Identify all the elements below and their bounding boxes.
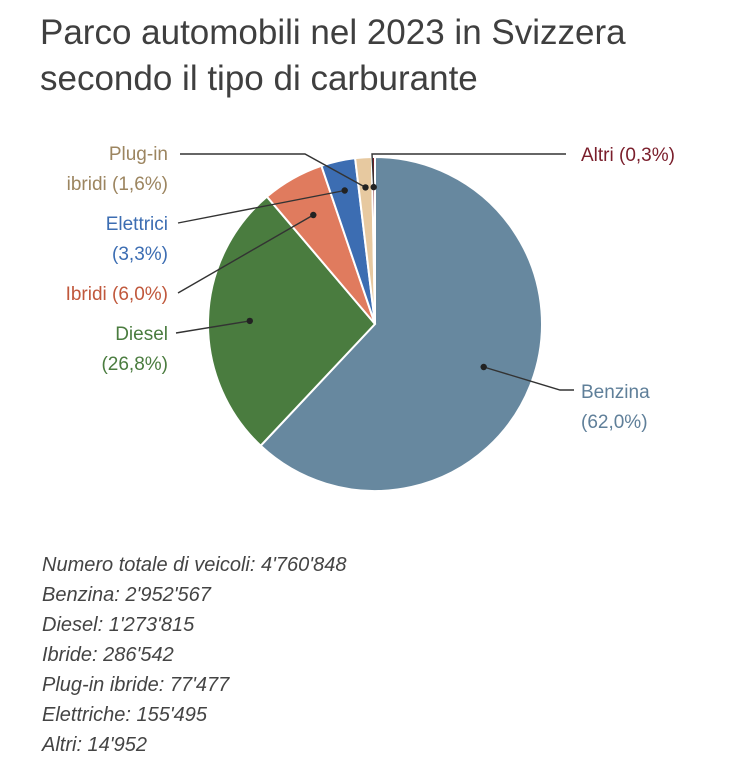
note-elettriche: Elettriche: 155'495 bbox=[42, 704, 208, 726]
leader-line-benzina bbox=[483, 366, 574, 391]
leader-line-plugin bbox=[180, 153, 366, 189]
leader-line-ibridi bbox=[177, 214, 314, 294]
pie-chart: Benzina (62,0%) Diesel (26,8%) Ibridi (6,0%)… bbox=[66, 144, 675, 492]
chart-title: Parco automobili nel 2023 in Svizzera se… bbox=[40, 10, 730, 102]
chart-title-line-1: Parco automobili nel 2023 in Svizzera bbox=[40, 13, 626, 52]
slice-label-benzina: Benzina (62,0%) bbox=[581, 382, 650, 433]
totals-notes: Numero totale di veicoli: 4'760'848 Benz… bbox=[42, 550, 682, 760]
pie-slice-benzina bbox=[259, 155, 543, 492]
leader-dot-diesel bbox=[246, 317, 253, 325]
note-total: Numero totale di veicoli: 4'760'848 bbox=[42, 554, 347, 576]
leader-line-diesel bbox=[175, 320, 250, 334]
slice-label-altri: Altri (0,3%) bbox=[581, 145, 675, 166]
leader-dot-benzina bbox=[480, 363, 487, 371]
note-diesel: Diesel: 1'273'815 bbox=[42, 614, 195, 636]
pie-slice-diesel bbox=[206, 195, 377, 448]
note-ibride: Ibride: 286'542 bbox=[42, 644, 174, 666]
slice-label-ibridi: Ibridi (6,0%) bbox=[66, 284, 168, 305]
note-benzina: Benzina: 2'952'567 bbox=[42, 584, 211, 606]
leader-dot-altri bbox=[370, 183, 377, 191]
slice-label-plugin: Plug-in ibridi (1,6%) bbox=[67, 144, 168, 195]
chart-title-line-2: secondo il tipo di carburante bbox=[40, 59, 478, 98]
slice-label-diesel: Diesel (26,8%) bbox=[101, 324, 168, 375]
leader-dot-elettrici bbox=[341, 187, 348, 194]
slice-label-elettrici: Elettrici (3,3%) bbox=[106, 214, 168, 265]
leader-line-altri bbox=[371, 153, 566, 188]
leader-dot-ibridi bbox=[310, 211, 317, 219]
leader-line-elettrici bbox=[177, 189, 345, 224]
leader-dot-plugin bbox=[362, 184, 369, 191]
note-altri: Altri: 14'952 bbox=[42, 734, 147, 756]
note-plugin: Plug-in ibride: 77'477 bbox=[42, 674, 230, 696]
